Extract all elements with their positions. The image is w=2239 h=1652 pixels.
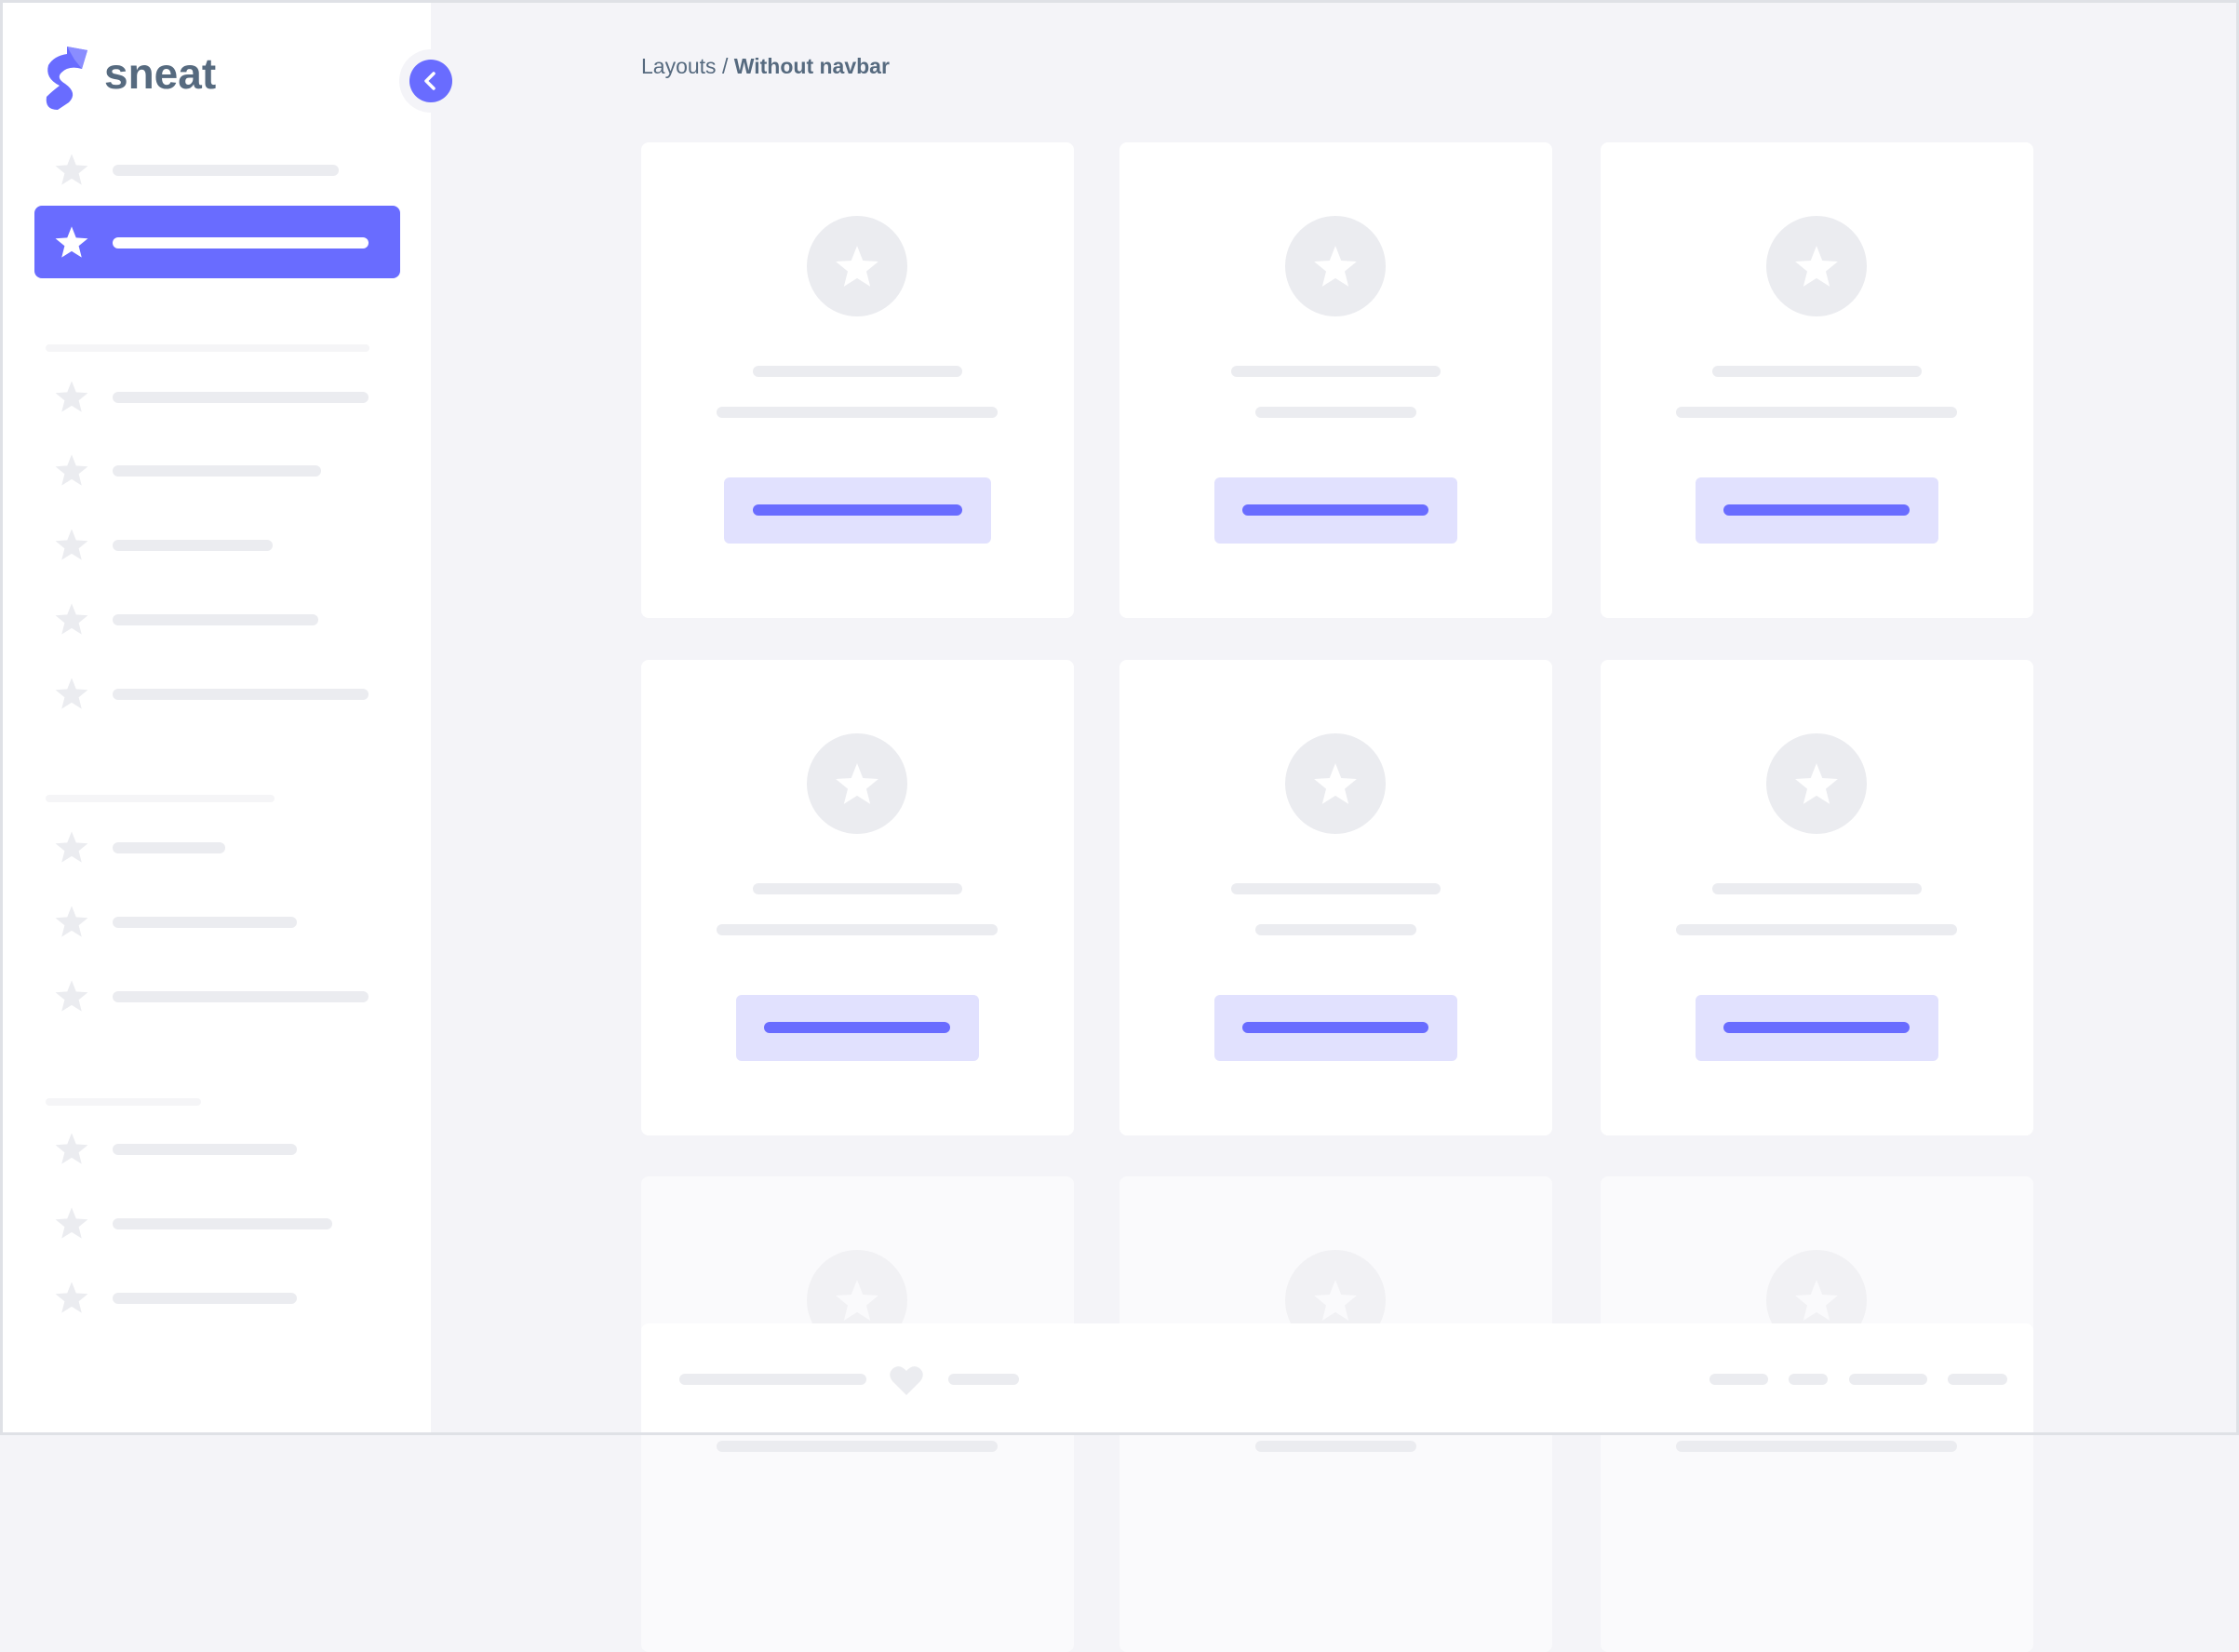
placeholder-card [641,142,1074,618]
card-button-label [1242,1022,1428,1033]
breadcrumb-parent[interactable]: Layouts [641,54,717,78]
placeholder-card [1601,660,2033,1135]
sidebar-item-label [113,465,321,477]
card-button[interactable] [723,477,991,544]
sidebar-item-label [113,165,339,176]
footer [641,1323,2033,1435]
sidebar: sneat [0,0,463,1435]
breadcrumb: Layouts / Without navbar [641,54,890,79]
star-icon [1314,763,1357,804]
sidebar-item-label [113,392,369,403]
star-icon [836,246,878,287]
card-avatar [1766,733,1867,834]
star-icon [1314,1280,1357,1321]
card-title [1712,883,1922,894]
sidebar-item-label [113,1293,297,1304]
card-button-label [1723,1022,1910,1033]
card-button-label [752,504,962,516]
card-title [753,883,962,894]
sidebar-item-label [113,991,369,1002]
breadcrumb-current: Without navbar [733,54,890,78]
card-button-label [764,1022,950,1033]
card-subtitle [717,924,998,935]
sidebar-item-label [113,917,297,928]
heart-icon [890,1366,923,1395]
card-button[interactable] [1213,995,1457,1061]
sidebar-item-label [113,614,318,625]
star-icon [55,831,88,863]
card-button[interactable] [1695,477,1938,544]
star-icon [55,1282,88,1313]
sidebar-item-label [113,237,369,248]
chevron-left-icon [424,72,436,90]
footer-link[interactable] [1849,1374,1927,1385]
star-icon [55,226,88,258]
footer-text [948,1374,1019,1385]
star-icon [55,454,88,486]
star-icon [55,381,88,412]
section-header [46,1098,201,1106]
section-header [46,344,369,352]
section-header [46,795,275,802]
brand-name: sneat [104,49,217,98]
collapse-sidebar-button[interactable] [409,60,452,102]
footer-link[interactable] [1948,1374,2007,1385]
sneat-logo-icon [46,47,87,110]
card-button[interactable] [1695,995,1938,1061]
sidebar-item-label [113,540,273,551]
sidebar-item-label [113,1218,332,1229]
card-title [1231,883,1441,894]
card-avatar [1285,216,1386,316]
card-subtitle [1254,924,1416,935]
star-icon [55,906,88,937]
star-icon [1795,1280,1838,1321]
star-icon [55,980,88,1012]
card-button[interactable] [735,995,979,1061]
card-subtitle [1676,924,1957,935]
star-icon [55,1133,88,1164]
star-icon [836,1280,878,1321]
card-title [1712,366,1922,377]
card-title [1231,366,1441,377]
card-title [753,366,962,377]
card-avatar [807,216,907,316]
card-avatar [1766,216,1867,316]
card-subtitle [717,407,998,418]
card-subtitle [1676,407,1957,418]
star-icon [1795,246,1838,287]
card-subtitle [1254,407,1416,418]
footer-link[interactable] [1789,1374,1828,1385]
star-icon [1795,763,1838,804]
card-avatar [1285,733,1386,834]
card-subtitle [717,1441,998,1452]
card-button-label [1723,504,1910,516]
star-icon [55,154,88,185]
placeholder-card [1120,142,1552,618]
sidebar-item-label [113,1144,297,1155]
sidebar-item-label [113,689,369,700]
star-icon [55,603,88,635]
breadcrumb-separator: / [716,54,734,78]
card-avatar [807,733,907,834]
placeholder-card [641,660,1074,1135]
star-icon [55,678,88,709]
card-subtitle [1254,1441,1416,1452]
star-icon [55,529,88,560]
footer-text [679,1374,866,1385]
card-button-label [1242,504,1428,516]
sidebar-item-label [113,842,225,853]
star-icon [836,763,878,804]
placeholder-card [1601,142,2033,618]
star-icon [55,1207,88,1239]
placeholder-card [1120,660,1552,1135]
card-button[interactable] [1213,477,1457,544]
card-subtitle [1676,1441,1957,1452]
star-icon [1314,246,1357,287]
footer-link[interactable] [1709,1374,1768,1385]
